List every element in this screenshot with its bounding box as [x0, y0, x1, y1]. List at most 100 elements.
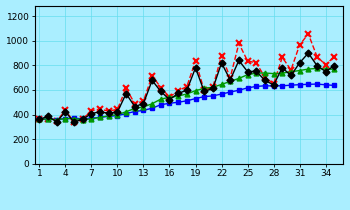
triple	[245, 60, 250, 62]
Actual	[37, 118, 41, 121]
Line: Actual: Actual	[37, 51, 337, 124]
double	[219, 83, 224, 86]
Actual	[263, 79, 267, 82]
triple	[323, 64, 328, 66]
single	[219, 93, 224, 95]
triple	[98, 108, 102, 110]
triple	[167, 96, 172, 98]
single	[98, 116, 102, 119]
triple	[202, 89, 206, 92]
single	[228, 91, 232, 93]
triple	[80, 118, 85, 121]
double	[72, 117, 76, 120]
triple	[219, 55, 224, 57]
Actual	[298, 62, 302, 64]
single	[176, 101, 180, 104]
double	[211, 86, 215, 89]
single	[124, 112, 128, 115]
Actual	[315, 64, 319, 67]
Actual	[289, 74, 293, 77]
triple	[237, 42, 241, 45]
Line: triple: triple	[36, 31, 337, 125]
triple	[272, 83, 276, 85]
double	[176, 95, 180, 97]
Actual	[89, 112, 93, 115]
triple	[194, 60, 198, 62]
double	[124, 110, 128, 113]
Actual	[141, 102, 146, 105]
single	[194, 97, 198, 100]
triple	[46, 117, 50, 120]
double	[133, 107, 137, 110]
double	[298, 69, 302, 72]
double	[107, 114, 111, 117]
single	[55, 118, 59, 121]
Actual	[150, 79, 154, 82]
triple	[141, 100, 146, 102]
Actual	[245, 70, 250, 73]
single	[315, 83, 319, 85]
single	[202, 95, 206, 98]
Actual	[167, 98, 172, 101]
triple	[263, 76, 267, 79]
triple	[37, 118, 41, 121]
single	[289, 84, 293, 87]
triple	[115, 108, 119, 110]
Actual	[63, 111, 68, 113]
triple	[89, 109, 93, 112]
single	[254, 85, 258, 88]
double	[167, 96, 172, 99]
double	[150, 102, 154, 105]
double	[89, 118, 93, 120]
double	[159, 98, 163, 100]
Actual	[72, 121, 76, 123]
double	[254, 72, 258, 74]
double	[185, 93, 189, 95]
double	[272, 72, 276, 75]
single	[272, 85, 276, 87]
Line: single: single	[37, 82, 337, 122]
single	[263, 85, 267, 87]
single	[150, 107, 154, 109]
Actual	[194, 67, 198, 69]
single	[245, 87, 250, 89]
Actual	[219, 62, 224, 64]
single	[72, 117, 76, 119]
Actual	[176, 92, 180, 95]
Actual	[98, 110, 102, 113]
double	[55, 118, 59, 121]
Actual	[306, 52, 310, 54]
double	[263, 72, 267, 74]
double	[80, 118, 85, 121]
triple	[63, 109, 68, 112]
Actual	[332, 64, 336, 67]
Actual	[55, 121, 59, 123]
single	[185, 100, 189, 102]
single	[107, 115, 111, 118]
single	[332, 84, 336, 87]
double	[37, 118, 41, 121]
Actual	[115, 111, 119, 113]
Actual	[133, 105, 137, 108]
single	[167, 102, 172, 105]
triple	[298, 44, 302, 46]
single	[237, 89, 241, 92]
single	[211, 95, 215, 97]
triple	[55, 120, 59, 122]
Actual	[237, 59, 241, 62]
double	[280, 72, 284, 74]
single	[63, 117, 68, 120]
triple	[124, 87, 128, 89]
triple	[315, 55, 319, 58]
double	[332, 68, 336, 71]
triple	[107, 110, 111, 112]
double	[63, 117, 68, 120]
triple	[176, 89, 180, 92]
single	[37, 118, 41, 121]
Actual	[80, 118, 85, 121]
double	[315, 67, 319, 70]
triple	[185, 85, 189, 88]
triple	[211, 86, 215, 88]
triple	[159, 86, 163, 89]
single	[323, 84, 328, 86]
